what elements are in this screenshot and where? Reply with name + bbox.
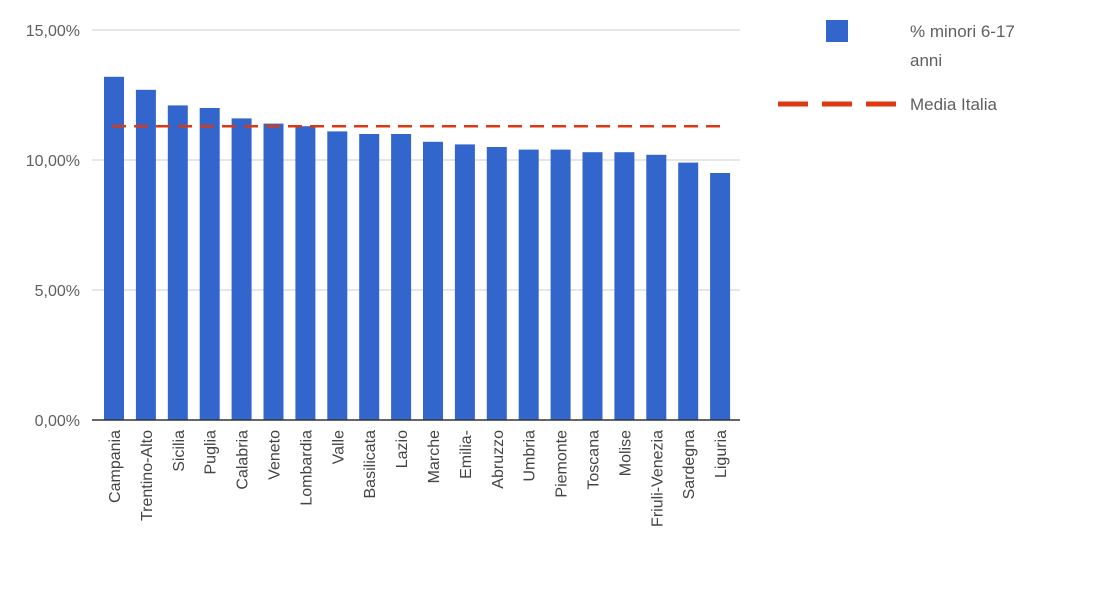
x-axis-labels: Campania Trentino-Alto Sicilia Puglia Calabr… <box>107 430 730 527</box>
y-tick-label: 15,00% <box>26 23 80 40</box>
bar <box>550 149 571 420</box>
x-category-label: Friuli-Venezia <box>649 430 666 527</box>
x-category-label: Valle <box>330 430 347 464</box>
x-category-label: Veneto <box>267 430 284 480</box>
legend-label-media-italia: Media Italia <box>910 95 997 114</box>
gridlines <box>92 29 740 291</box>
x-category-label: Emilia- <box>458 430 475 479</box>
bar <box>199 108 220 420</box>
x-category-label: Trentino-Alto <box>139 430 156 521</box>
bar <box>710 173 731 420</box>
bar <box>454 144 475 420</box>
bar <box>678 162 699 420</box>
x-category-label: Toscana <box>586 430 603 490</box>
x-category-label: Molise <box>617 430 634 476</box>
x-category-label: Lazio <box>394 430 411 468</box>
bar <box>486 147 507 420</box>
x-category-label: Sardegna <box>681 430 698 499</box>
y-axis-ticks: 0,00% 5,00% 10,00% 15,00% <box>26 23 80 430</box>
x-category-label: Campania <box>107 430 124 503</box>
legend-swatch-bars <box>826 20 848 42</box>
x-category-label: Umbria <box>522 430 539 482</box>
bar <box>646 154 667 421</box>
bar <box>167 105 188 421</box>
legend-label-bars-line1: % minori 6-17 <box>910 22 1015 41</box>
x-category-label: Puglia <box>203 430 220 475</box>
x-category-label: Calabria <box>235 430 252 490</box>
x-category-label: Lombardia <box>298 430 315 506</box>
bar <box>518 149 539 420</box>
bar <box>104 76 124 421</box>
bar <box>391 134 412 420</box>
bar <box>359 134 380 420</box>
x-category-label: Marche <box>426 430 443 483</box>
bar <box>263 123 284 420</box>
bar <box>327 131 348 420</box>
legend: % minori 6-17 anni Media Italia <box>778 20 1015 114</box>
bar <box>614 152 635 420</box>
x-category-label: Abruzzo <box>490 430 507 489</box>
bars <box>104 76 731 421</box>
bar <box>423 141 443 421</box>
bar <box>295 126 316 420</box>
x-category-label: Piemonte <box>554 430 571 498</box>
y-tick-label: 10,00% <box>26 153 80 170</box>
bar <box>582 152 603 420</box>
bar <box>135 89 156 421</box>
bar <box>231 118 252 421</box>
legend-label-bars-line2: anni <box>910 51 942 70</box>
y-tick-label: 5,00% <box>35 283 80 300</box>
y-tick-label: 0,00% <box>35 413 80 430</box>
x-category-label: Sicilia <box>171 430 188 472</box>
x-category-label: Liguria <box>713 430 730 478</box>
x-category-label: Basilicata <box>362 430 379 499</box>
